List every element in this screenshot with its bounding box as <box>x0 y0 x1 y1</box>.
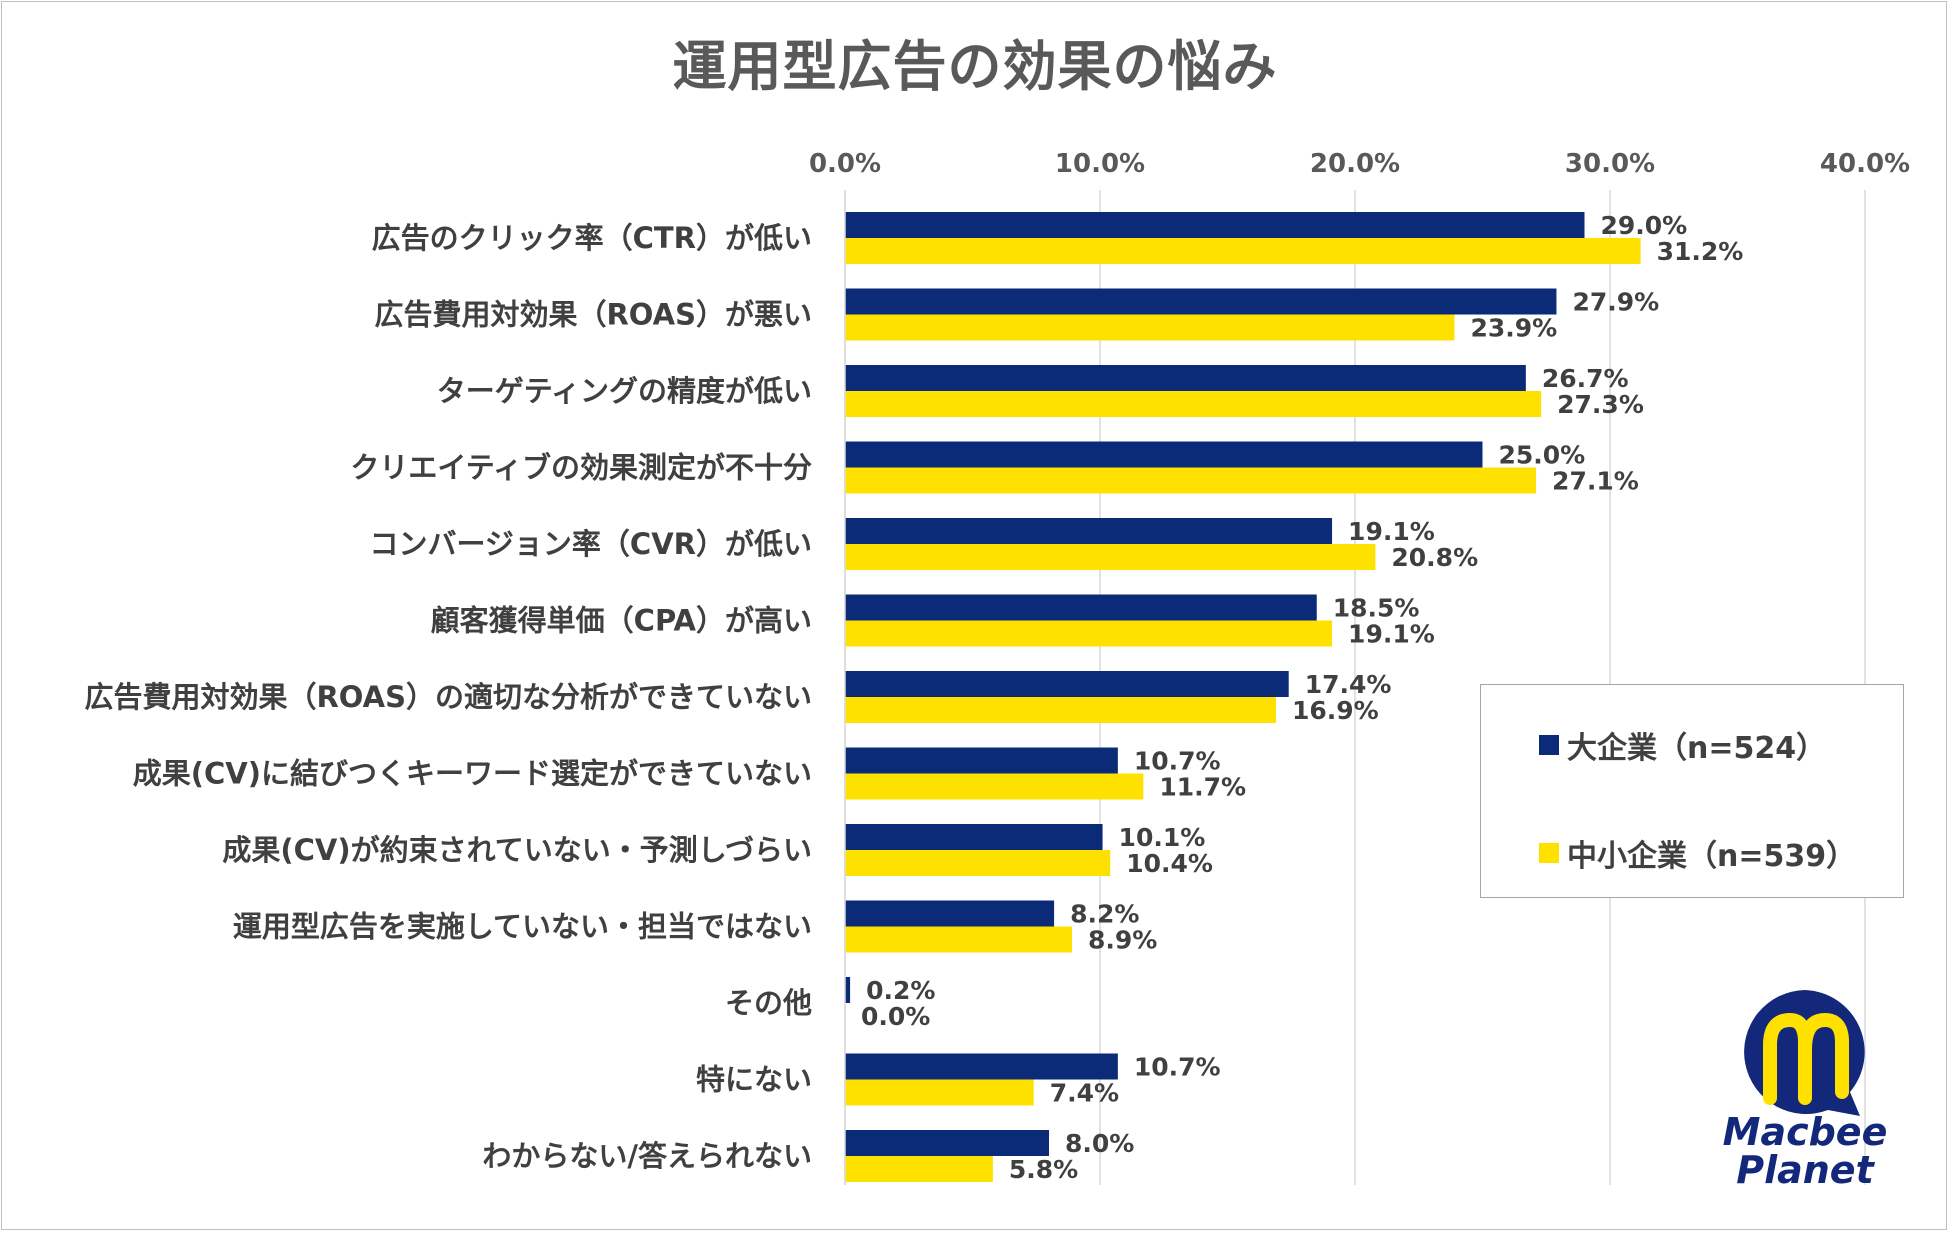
data-label-large-5: 18.5% <box>1333 594 1420 623</box>
bar-sme-6 <box>845 697 1276 723</box>
data-label-sme-3: 27.1% <box>1552 467 1639 496</box>
legend: 大企業（n=524） 中小企業（n=539） <box>1480 684 1904 898</box>
legend-swatch-sme <box>1539 843 1559 863</box>
category-label-5: 顧客獲得単価（CPA）が高い <box>431 604 812 638</box>
legend-label-sme: 中小企業（n=539） <box>1567 839 1857 874</box>
data-label-large-6: 17.4% <box>1305 670 1392 699</box>
bar-large-6 <box>845 671 1289 697</box>
category-label-2: ターゲティングの精度が低い <box>437 374 812 408</box>
x-tick-label-1: 10.0% <box>1055 149 1145 179</box>
category-label-0: 広告のクリック率（CTR）が低い <box>372 221 812 255</box>
category-label-7: 成果(CV)に結びつくキーワード選定ができていない <box>133 757 812 791</box>
data-label-sme-2: 27.3% <box>1557 390 1644 419</box>
category-label-8: 成果(CV)が約束されていない・予測しづらい <box>222 833 812 867</box>
bar-sme-4 <box>845 544 1376 570</box>
bar-large-4 <box>845 518 1333 544</box>
x-tick-label-0: 0.0% <box>809 149 881 179</box>
bar-sme-2 <box>845 391 1542 417</box>
bar-large-0 <box>845 212 1585 238</box>
bar-sme-11 <box>845 1079 1034 1106</box>
data-label-large-8: 10.1% <box>1119 823 1206 852</box>
legend-swatch-large <box>1539 735 1559 755</box>
data-label-sme-1: 23.9% <box>1470 314 1557 343</box>
data-label-sme-12: 5.8% <box>1009 1155 1078 1184</box>
category-label-9: 運用型広告を実施していない・担当ではない <box>233 910 812 944</box>
bar-large-3 <box>845 441 1483 468</box>
data-label-sme-5: 19.1% <box>1348 620 1435 649</box>
bar-large-5 <box>845 594 1317 621</box>
bar-sme-1 <box>845 314 1455 341</box>
bar-large-9 <box>845 900 1055 927</box>
data-label-sme-7: 11.7% <box>1159 773 1246 802</box>
data-label-sme-8: 10.4% <box>1126 849 1213 878</box>
category-label-10: その他 <box>725 986 812 1020</box>
data-label-large-0: 29.0% <box>1601 211 1688 240</box>
legend-item-sme: 中小企業（n=539） <box>1539 831 1856 875</box>
logo-text-line2: Planet <box>1736 1148 1874 1192</box>
x-tick-label-4: 40.0% <box>1820 149 1910 179</box>
legend-label-large: 大企業（n=524） <box>1567 731 1827 766</box>
chart-title: 運用型広告の効果の悩み <box>672 35 1278 98</box>
data-label-large-4: 19.1% <box>1348 517 1435 546</box>
data-label-sme-10: 0.0% <box>861 1002 930 1031</box>
bar-large-10 <box>845 977 851 1003</box>
data-label-large-7: 10.7% <box>1134 747 1221 776</box>
bar-sme-12 <box>845 1156 993 1182</box>
data-label-large-12: 8.0% <box>1065 1129 1134 1158</box>
data-label-sme-9: 8.9% <box>1088 926 1157 955</box>
data-label-large-10: 0.2% <box>866 976 935 1005</box>
bar-large-12 <box>845 1130 1049 1156</box>
data-label-sme-0: 31.2% <box>1657 237 1744 266</box>
category-label-6: 広告費用対効果（ROAS）の適切な分析ができていない <box>84 680 812 714</box>
data-label-large-9: 8.2% <box>1070 900 1139 929</box>
category-label-4: コンバージョン率（CVR）が低い <box>370 527 812 561</box>
bar-sme-3 <box>845 467 1537 494</box>
category-label-3: クリエイティブの効果測定が不十分 <box>350 451 812 485</box>
category-label-1: 広告費用対効果（ROAS）が悪い <box>374 298 812 332</box>
bar-large-1 <box>845 288 1557 315</box>
bar-large-7 <box>845 747 1118 774</box>
data-label-sme-4: 20.8% <box>1391 543 1478 572</box>
bar-sme-9 <box>845 926 1072 953</box>
logo-text-line1: Macbee <box>1722 1110 1888 1154</box>
data-label-large-11: 10.7% <box>1134 1053 1221 1082</box>
bar-large-11 <box>845 1053 1118 1080</box>
legend-item-large: 大企業（n=524） <box>1539 723 1826 767</box>
category-label-12: わからない/答えられない <box>482 1139 812 1173</box>
category-label-11: 特にない <box>696 1063 812 1097</box>
x-tick-label-3: 30.0% <box>1565 149 1655 179</box>
bar-sme-8 <box>845 850 1111 876</box>
data-label-sme-11: 7.4% <box>1050 1079 1119 1108</box>
bar-large-8 <box>845 824 1103 850</box>
data-label-large-3: 25.0% <box>1499 441 1586 470</box>
logo-mark-icon <box>1744 990 1865 1116</box>
bar-sme-7 <box>845 773 1144 800</box>
data-label-large-2: 26.7% <box>1542 364 1629 393</box>
data-label-large-1: 27.9% <box>1572 288 1659 317</box>
x-tick-label-2: 20.0% <box>1310 149 1400 179</box>
bar-sme-0 <box>845 238 1641 264</box>
data-label-sme-6: 16.9% <box>1292 696 1379 725</box>
bar-large-2 <box>845 365 1526 391</box>
bar-sme-5 <box>845 620 1333 647</box>
logo: Macbee Planet <box>1710 980 1900 1200</box>
